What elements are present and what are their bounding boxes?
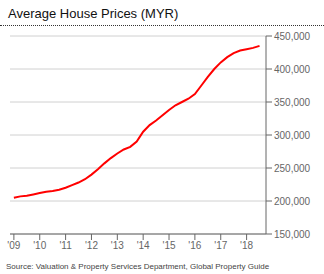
svg-text:'10: '10 (33, 240, 46, 251)
svg-text:200,000: 200,000 (274, 196, 311, 207)
html-text:Average House Prices (MYR): Average House Prices (MYR) (8, 6, 179, 21)
svg-text:'14: '14 (137, 240, 150, 251)
svg-text:'18: '18 (240, 240, 253, 251)
svg-text:'13: '13 (111, 240, 124, 251)
svg-text:'09: '09 (8, 240, 21, 251)
svg-text:'17: '17 (214, 240, 227, 251)
svg-text:300,000: 300,000 (274, 130, 311, 141)
svg-text:450,000: 450,000 (274, 31, 311, 42)
html-text:Source: Valuation & Property S: Source: Valuation & Property Services De… (6, 262, 270, 271)
svg-text:400,000: 400,000 (274, 64, 311, 75)
svg-text:'16: '16 (188, 240, 201, 251)
svg-text:150,000: 150,000 (274, 229, 311, 240)
svg-text:250,000: 250,000 (274, 163, 311, 174)
svg-text:'15: '15 (163, 240, 176, 251)
svg-text:350,000: 350,000 (274, 97, 311, 108)
svg-text:'11: '11 (59, 240, 72, 251)
svg-text:'12: '12 (85, 240, 98, 251)
